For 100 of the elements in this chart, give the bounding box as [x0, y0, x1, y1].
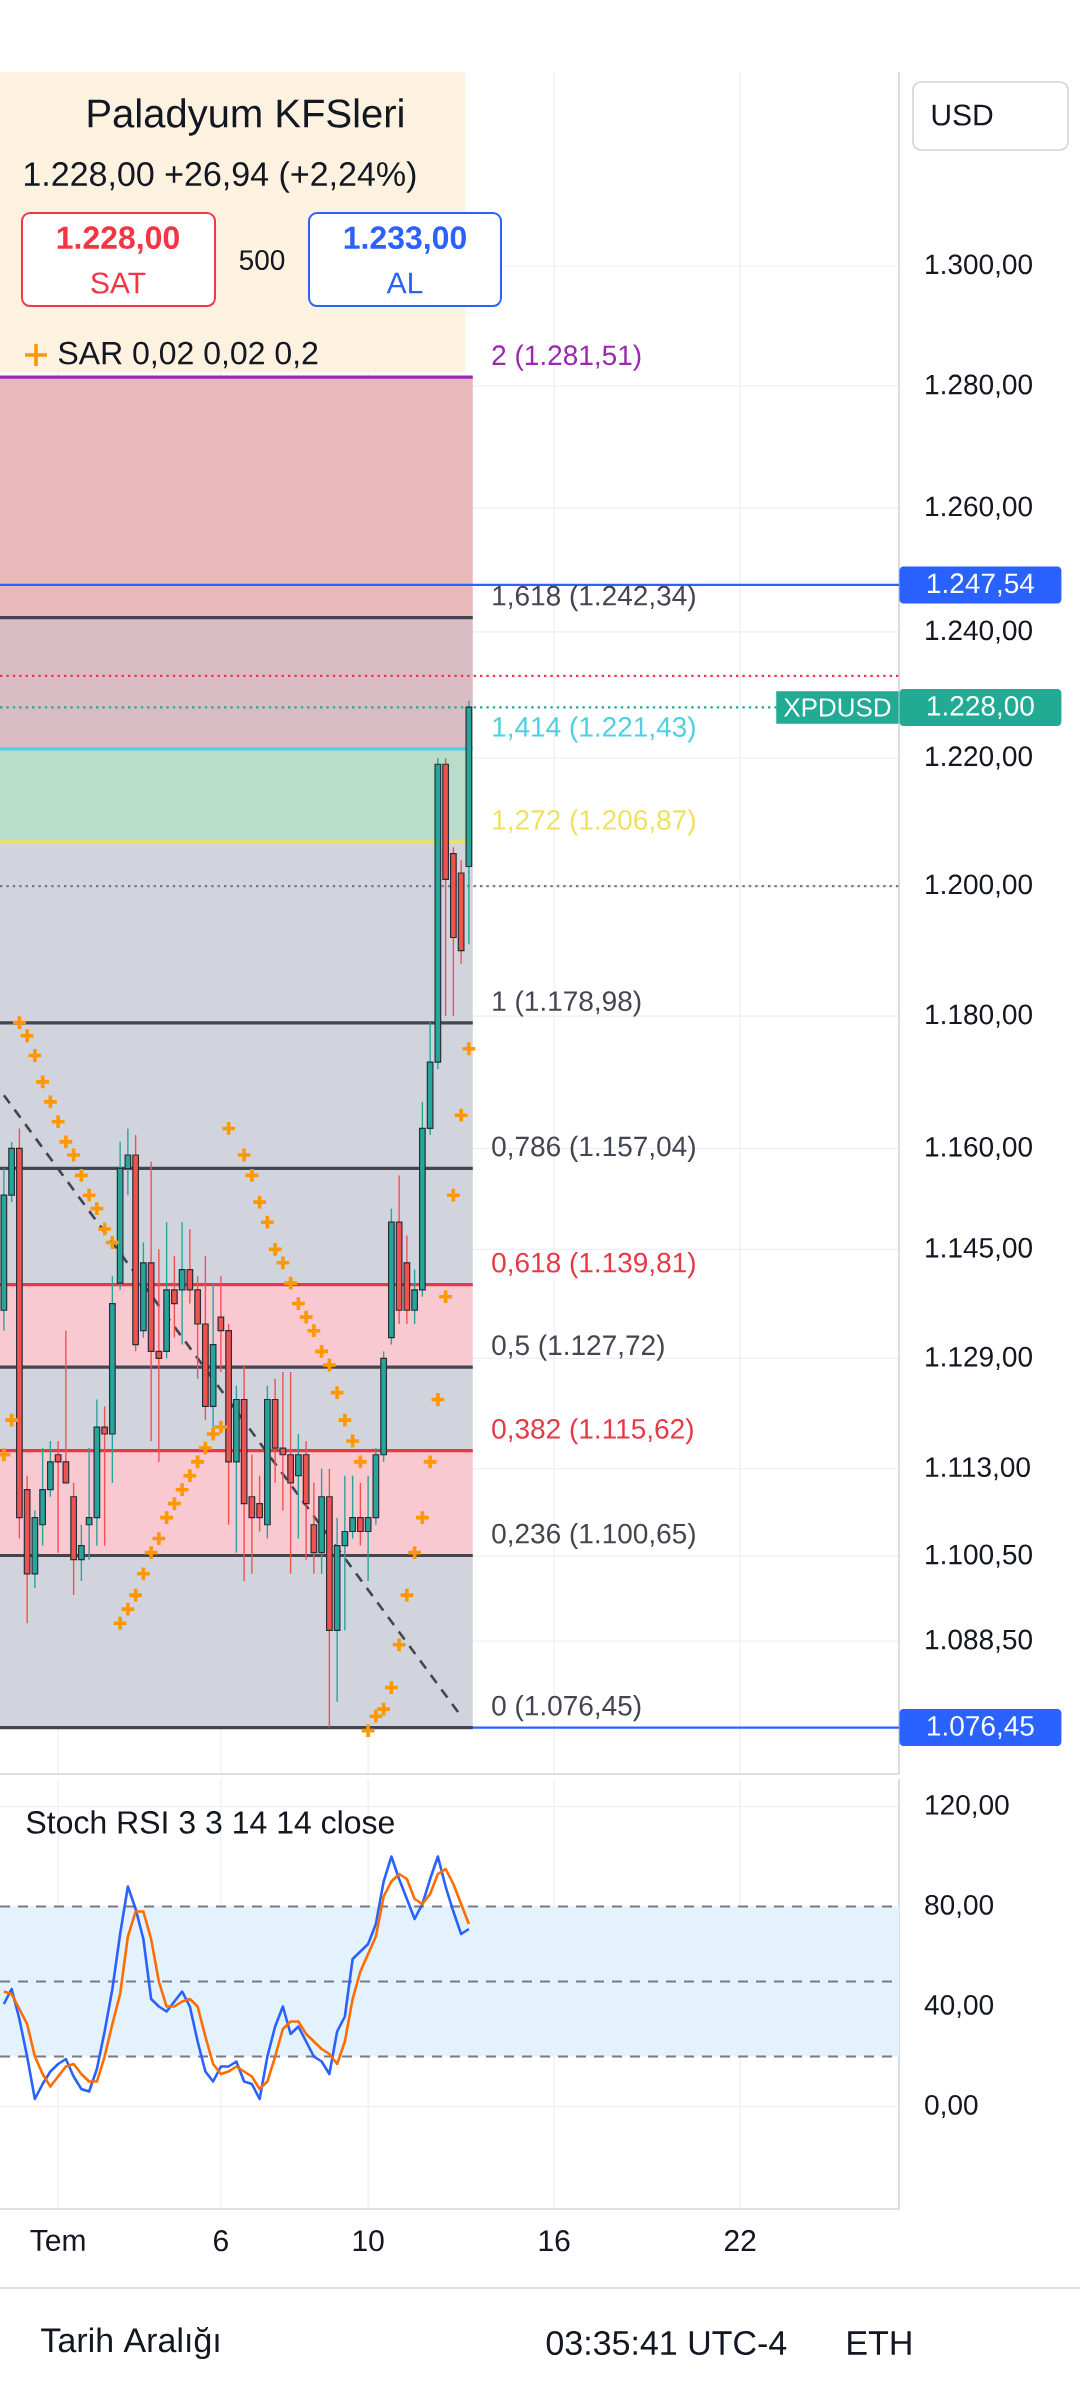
- point: [321, 1356, 338, 1374]
- point: [282, 1274, 299, 1292]
- ref-line-label: 1,272 (1.206,87): [493, 809, 695, 836]
- x-tick-label: 6: [214, 2230, 228, 2252]
- point: [460, 1040, 478, 1057]
- point: [305, 1322, 323, 1339]
- y-tick-label: 120,00: [926, 1794, 1009, 1819]
- y-tick-label: 1.129,00: [926, 1346, 1032, 1370]
- point: [197, 1439, 214, 1457]
- point: [359, 1722, 377, 1739]
- point: [73, 1167, 90, 1184]
- point: [104, 1234, 121, 1251]
- x-tick-label: Tem: [30, 2230, 85, 2251]
- y-tick-label: 1.088,50: [926, 1629, 1032, 1653]
- x-tick-label: 10: [353, 2230, 384, 2252]
- y-tick-label: 1.280,00: [926, 374, 1032, 398]
- point: [49, 1113, 67, 1130]
- point: [336, 1411, 354, 1429]
- point: [26, 1047, 44, 1064]
- text: 03:35:41 UTC-4: [546, 2330, 787, 2356]
- point: [11, 1014, 28, 1031]
- ref-line-label: 0,236 (1.100,65): [492, 1522, 695, 1550]
- point: [88, 1200, 106, 1217]
- point: [18, 1027, 36, 1044]
- point: [437, 1288, 454, 1305]
- y-tick-label: 1.300,00: [926, 254, 1032, 278]
- ref-line-label: 2 (1.281,51): [492, 344, 641, 371]
- point: [398, 1586, 416, 1604]
- point: [189, 1453, 206, 1471]
- annotation: 1.233,00: [344, 226, 466, 254]
- y-tick-label: 1.260,00: [926, 496, 1032, 520]
- point: [328, 1384, 346, 1401]
- x-tick-label: 22: [724, 2230, 756, 2252]
- ref-line-label: 1 (1.178,98): [493, 990, 641, 1017]
- y-tick-label: 1.220,00: [926, 746, 1032, 770]
- point: [181, 1467, 199, 1484]
- ref-line-label: 0,786 (1.157,04): [492, 1135, 695, 1162]
- point: [111, 1615, 129, 1632]
- point: [204, 1425, 222, 1443]
- point: [452, 1107, 470, 1124]
- point: [274, 1254, 292, 1271]
- ref-line-label: 0,5 (1.127,72): [492, 1334, 664, 1361]
- point: [367, 1708, 385, 1725]
- annotation: SAT: [91, 272, 146, 294]
- ref-line-label: 0 (1.076,45): [492, 1695, 641, 1722]
- point: [119, 1600, 137, 1618]
- point: [445, 1186, 462, 1204]
- point: [259, 1214, 276, 1231]
- y-tick-label: 1.240,00: [926, 620, 1032, 644]
- ref-line-label: 1.247,54: [928, 573, 1035, 597]
- text: Stoch RSI 3 3 14 14 close: [26, 1810, 394, 1834]
- point: [65, 1146, 82, 1164]
- ref-line-label: 0,618 (1.139,81): [492, 1252, 695, 1279]
- text: 1.228,00 +26,94 (+2,24%): [25, 161, 416, 193]
- y-tick-label: 0,00: [925, 2094, 978, 2119]
- y-tick-label: 80,00: [925, 1894, 994, 1919]
- point: [135, 1565, 152, 1582]
- point: [57, 1133, 75, 1151]
- text: ETH: [848, 2331, 911, 2355]
- text: USD: [932, 104, 993, 126]
- point: [406, 1544, 423, 1561]
- x-tick-label: 16: [539, 2230, 570, 2252]
- point: [127, 1586, 144, 1604]
- ref-line-label: 0,382 (1.115,62): [492, 1418, 693, 1445]
- point: [212, 1418, 230, 1436]
- point: [166, 1495, 183, 1512]
- ref-line-label: 1,618 (1.242,34): [493, 585, 695, 612]
- point: [80, 1186, 98, 1204]
- annotation: 1.228,00: [57, 226, 179, 254]
- point: [266, 1241, 284, 1258]
- point: [34, 1073, 51, 1091]
- annotation: AL: [386, 272, 423, 294]
- y-tick-label: 1.180,00: [926, 1004, 1032, 1028]
- point: [251, 1193, 268, 1211]
- point: [150, 1530, 168, 1547]
- ref-line-label: 1.076,45: [928, 1715, 1034, 1740]
- annotation: XPDUSD: [783, 698, 891, 717]
- point: [421, 1453, 439, 1471]
- point: [414, 1509, 431, 1526]
- legend-label: SAR 0,02 0,02 0,2: [58, 341, 318, 369]
- point: [429, 1391, 447, 1408]
- ref-line-label: 1.228,00: [928, 695, 1034, 720]
- text: Tarih Aralığı: [41, 2326, 219, 2360]
- point: [142, 1544, 160, 1561]
- point: [173, 1481, 191, 1498]
- y-tick-label: 1.160,00: [926, 1136, 1032, 1161]
- point: [375, 1700, 392, 1718]
- point: [352, 1453, 369, 1471]
- point: [158, 1509, 175, 1526]
- ref-line-label: 1,414 (1.221,43): [493, 716, 695, 743]
- point: [383, 1679, 400, 1696]
- y-tick-label: 40,00: [924, 1994, 994, 2019]
- point: [220, 1120, 237, 1137]
- annotation: 500: [239, 250, 285, 270]
- point: [390, 1636, 408, 1653]
- point: [235, 1146, 253, 1164]
- point: [344, 1432, 361, 1450]
- point: [313, 1343, 330, 1360]
- point: [96, 1220, 113, 1238]
- y-tick-label: 1.100,50: [926, 1544, 1032, 1568]
